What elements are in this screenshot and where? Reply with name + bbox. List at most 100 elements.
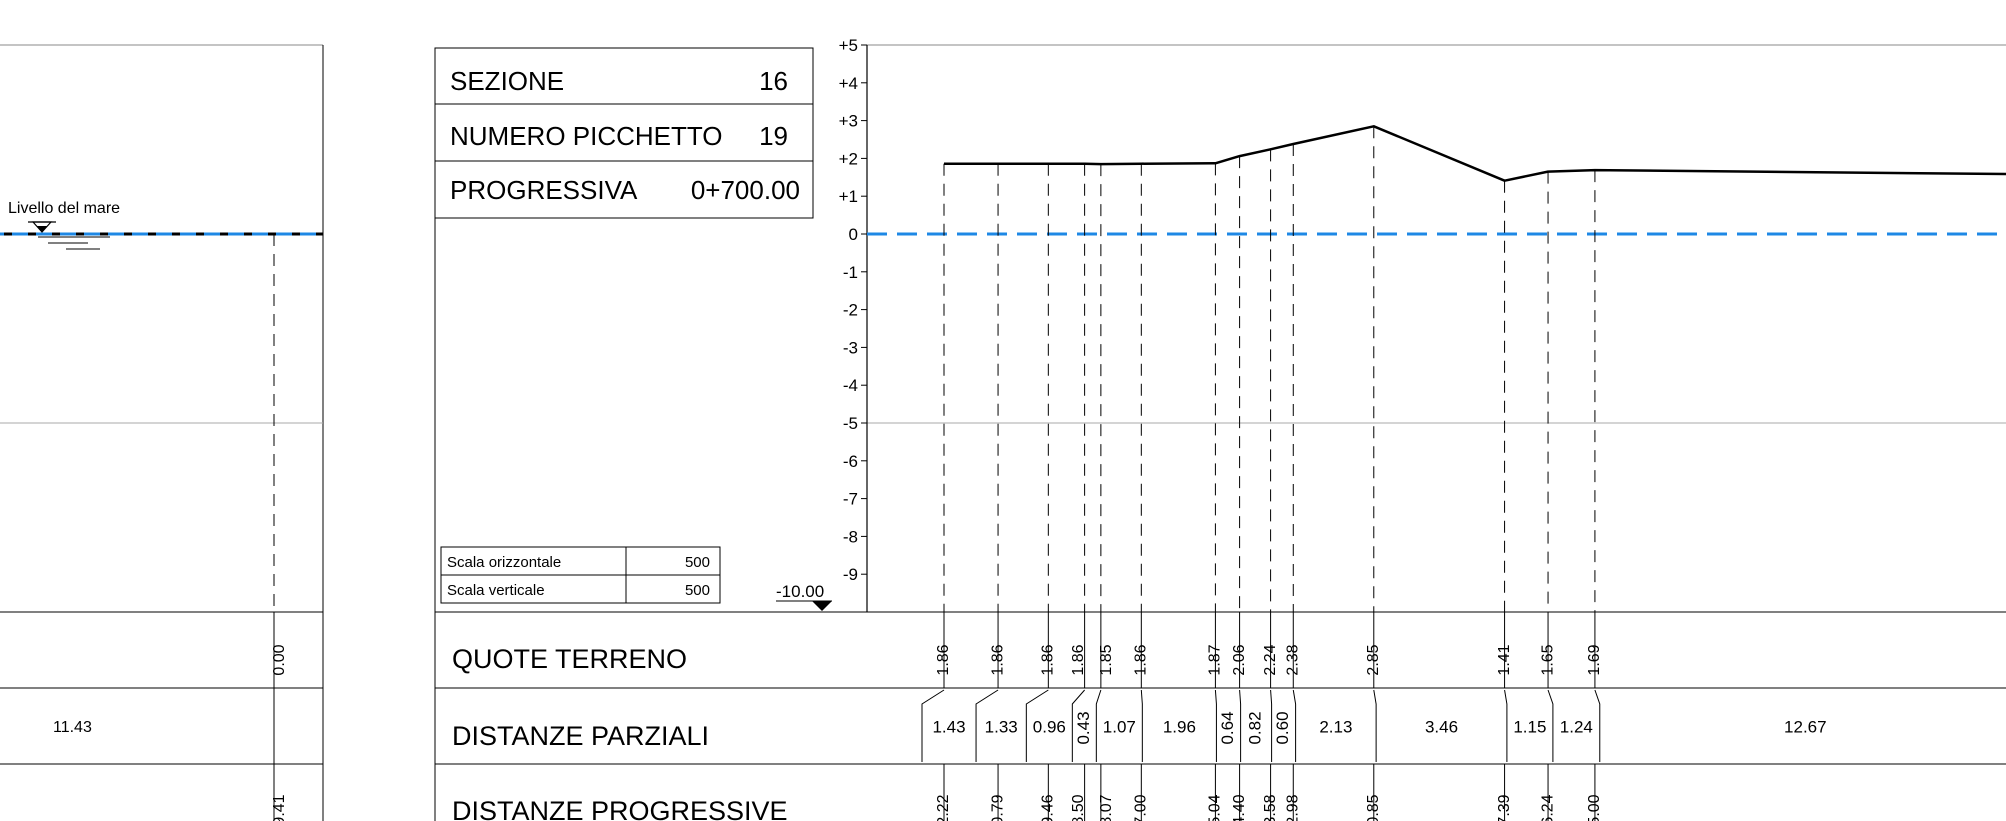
table-marks: 1.86 2.22 1.86 0.79 1.86 9.46 1.86 8.50 1.85 8.07…: [921, 612, 1827, 821]
progressive-label: 0.85: [1365, 794, 1382, 821]
y-tick-label: +3: [839, 112, 858, 131]
elevation-label: 1.65: [1539, 644, 1556, 675]
elevation-label: 2.06: [1231, 644, 1248, 675]
data-table: QUOTE TERRENO DISTANZE PARZIALI DISTANZE…: [435, 611, 2006, 821]
y-tick-label: -3: [843, 338, 858, 357]
scale-box: Scala orizzontale 500 Scala verticale 50…: [440, 546, 721, 604]
partial-divider: [1071, 689, 1085, 762]
partial-distance-label: 12.67: [1784, 717, 1827, 736]
y-tick-label: -8: [843, 527, 858, 546]
progressive-label: 4.40: [1231, 794, 1248, 821]
progressive-label: 8.50: [1070, 794, 1087, 821]
info-box-frame: [434, 47, 814, 219]
progressive-label: 7.39: [1496, 794, 1513, 821]
left-quote-label: 0.00: [271, 644, 288, 675]
partial-distance-label: 1.33: [985, 717, 1018, 736]
y-tick-label: -5: [843, 414, 858, 433]
partial-distance-label: 2.13: [1319, 717, 1352, 736]
elevation-label: 1.87: [1207, 644, 1224, 675]
partial-distance-label: 1.15: [1513, 717, 1546, 736]
partial-divider: [1547, 689, 1554, 762]
y-tick-label: +1: [839, 187, 858, 206]
partial-distance-label: 0.96: [1033, 717, 1066, 736]
elevation-label: 1.85: [1098, 644, 1115, 675]
partial-distance-label: 3.46: [1425, 717, 1458, 736]
partial-divider: [1373, 689, 1377, 762]
y-tick-label: -1: [843, 263, 858, 282]
elevation-label: 1.86: [1070, 644, 1087, 675]
water-level-label: Livello del mare: [8, 200, 120, 217]
partial-distance-label: 0.43: [1074, 711, 1093, 744]
elevation-label: 1.86: [989, 644, 1006, 675]
elevation-label: 1.86: [1040, 644, 1057, 675]
partial-distance-label: 0.60: [1273, 711, 1292, 744]
stake-value: 19: [759, 121, 788, 151]
progressive-label: 9.46: [1040, 794, 1057, 821]
datum-marker: -10.00: [776, 582, 832, 611]
partial-divider: [1270, 689, 1273, 762]
progressive-label: 7.00: [1133, 794, 1150, 821]
y-tick-label: -7: [843, 490, 858, 509]
water-level-symbol: [28, 221, 110, 250]
partials-row-title: DISTANZE PARZIALI: [452, 721, 709, 751]
left-partial-label: 11.43: [53, 719, 92, 736]
datum-triangle: [812, 601, 832, 611]
v-scale-label: Scala verticale: [447, 582, 545, 599]
progressive-label: 5.00: [1586, 794, 1603, 821]
partial-divider: [1239, 689, 1242, 762]
h-scale-label: Scala orizzontale: [447, 554, 561, 571]
progressive-label: 2.22: [935, 794, 952, 821]
partial-distance-label: 0.82: [1246, 711, 1265, 744]
elevation-label: 2.38: [1284, 644, 1301, 675]
progressive-label: 2.98: [1284, 794, 1301, 821]
left-section: Livello del mare 0.00 11.43 9.41: [0, 44, 324, 821]
chart-frame: [866, 44, 2006, 612]
terrain-profile: [944, 125, 2006, 182]
datum-label: -10.00: [776, 582, 824, 601]
partial-divider: [1025, 689, 1049, 762]
y-tick-label: +5: [839, 36, 858, 55]
partial-distance-label: 0.64: [1218, 711, 1237, 744]
v-scale-value: 500: [685, 582, 710, 599]
y-tick-label: -6: [843, 452, 858, 471]
progressive-value: 0+700.00: [691, 175, 800, 205]
elevation-label: 2.24: [1262, 644, 1279, 675]
y-tick-label: 0: [849, 225, 858, 244]
partial-divider: [921, 689, 945, 762]
section-label: SEZIONE: [450, 66, 564, 96]
quote-row-title: QUOTE TERRENO: [452, 644, 687, 674]
y-tick-label: -4: [843, 376, 858, 395]
section-value: 16: [759, 66, 788, 96]
partial-divider: [1140, 689, 1143, 762]
partial-distance-label: 1.24: [1560, 717, 1593, 736]
progressive-label: PROGRESSIVA: [450, 175, 638, 205]
partial-distance-label: 1.43: [932, 717, 965, 736]
y-axis-ticks: +5 +4 +3 +2 +1 0 -1 -2 -3 -4 -5 -6 -7 -8 -9: [839, 36, 867, 584]
stake-lines: [943, 126, 1596, 612]
elevation-label: 1.86: [935, 644, 952, 675]
h-scale-value: 500: [685, 554, 710, 571]
partial-divider: [1214, 689, 1217, 762]
elevation-label: 1.41: [1496, 644, 1513, 675]
progressive-label: 6.24: [1539, 794, 1556, 821]
section-info-box: SEZIONE 16 NUMERO PICCHETTO 19 PROGRESSI…: [434, 47, 814, 219]
progressive-label: 8.07: [1098, 794, 1115, 821]
stake-label: NUMERO PICCHETTO: [450, 121, 723, 151]
progressive-label: 3.58: [1262, 794, 1279, 821]
progressive-row-title: DISTANZE PROGRESSIVE: [452, 796, 788, 821]
partial-distance-label: 1.07: [1103, 717, 1136, 736]
partial-divider: [975, 689, 999, 762]
partial-divider: [1095, 689, 1102, 762]
y-tick-label: +2: [839, 149, 858, 168]
elevation-label: 1.69: [1586, 644, 1603, 675]
y-tick-label: -2: [843, 301, 858, 320]
y-tick-label: +4: [839, 74, 858, 93]
partial-divider: [1292, 689, 1297, 762]
elevation-label: 1.86: [1133, 644, 1150, 675]
progressive-label: 0.79: [989, 794, 1006, 821]
partial-divider: [1504, 689, 1508, 762]
partial-distance-label: 1.96: [1163, 717, 1196, 736]
left-progressive-label: 9.41: [271, 794, 288, 821]
y-tick-label: -9: [843, 565, 858, 584]
